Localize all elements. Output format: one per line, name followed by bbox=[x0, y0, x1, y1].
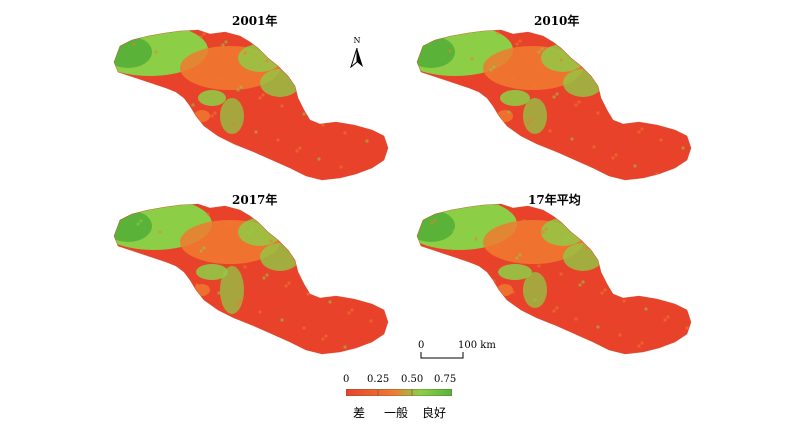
panel-title-2001: 2001年 bbox=[232, 14, 278, 28]
scale-bar-start: 0 bbox=[418, 340, 425, 351]
map-2010 bbox=[416, 29, 692, 181]
north-arrow: N bbox=[350, 36, 364, 68]
legend-color-bar bbox=[346, 389, 452, 396]
north-label: N bbox=[353, 36, 361, 45]
legend-tick-075: 0.75 bbox=[434, 374, 457, 385]
legend-class-moderate: 一般 bbox=[384, 406, 409, 420]
panel-title-2017: 2017年 bbox=[232, 193, 278, 207]
legend-tick-025: 0.25 bbox=[367, 374, 390, 385]
legend-class-poor: 差 bbox=[353, 406, 366, 420]
legend-tick-0: 0 bbox=[343, 374, 350, 385]
panel-title-17yr-average: 17年平均 bbox=[528, 193, 581, 207]
scale-bar-end: 100 km bbox=[458, 340, 496, 351]
map-17yr-average bbox=[416, 203, 692, 355]
panel-title-2010: 2010年 bbox=[534, 14, 580, 28]
scale-bar-line bbox=[420, 352, 464, 359]
map-2001 bbox=[113, 29, 389, 181]
map-2017 bbox=[113, 203, 389, 355]
legend-class-good: 良好 bbox=[422, 406, 447, 420]
legend: 0 0.25 0.50 0.75 差 一般 良好 bbox=[336, 374, 466, 424]
legend-tick-050: 0.50 bbox=[401, 374, 424, 385]
scale-bar: 0 100 km bbox=[418, 340, 498, 362]
north-arrow-icon bbox=[350, 48, 363, 68]
